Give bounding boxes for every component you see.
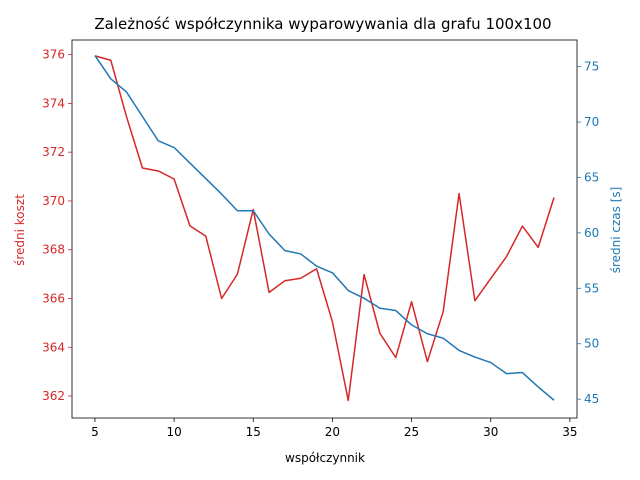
- plot-area: [71, 39, 578, 419]
- left-axis: 362 364 366 368 370 372 374 376: [42, 48, 72, 403]
- y-left-tick-label: 368: [42, 243, 65, 257]
- plot-frame: [71, 39, 578, 419]
- y-right-tick-label: 65: [584, 170, 599, 184]
- x-axis: 5 10 15 20 25 30 35: [91, 418, 578, 439]
- y-right-tick-label: 70: [584, 115, 599, 129]
- x-axis-label: współczynnik: [285, 451, 365, 465]
- chart-title: Zależność współczynnika wyparowywania dl…: [94, 15, 551, 33]
- y-left-tick-label: 362: [42, 389, 65, 403]
- y-right-tick-label: 45: [584, 392, 599, 406]
- y-right-tick-label: 55: [584, 281, 599, 295]
- y-left-tick-label: 372: [42, 145, 65, 159]
- x-tick-label: 25: [404, 425, 419, 439]
- y-right-tick-label: 60: [584, 226, 599, 240]
- y-left-tick-label: 370: [42, 194, 65, 208]
- series-line-time: [94, 55, 555, 401]
- y-right-tick-label: 50: [584, 337, 599, 351]
- x-tick-label: 20: [325, 425, 340, 439]
- x-tick-label: 10: [166, 425, 181, 439]
- series-line-cost: [94, 55, 555, 402]
- y-right-tick-label: 75: [584, 60, 599, 74]
- y-left-tick-label: 364: [42, 340, 65, 354]
- series-lines: [94, 55, 555, 402]
- y-axis-right-label: średni czas [s]: [609, 187, 623, 274]
- right-axis: 45 50 55 60 65 70 75: [577, 60, 599, 406]
- x-tick-label: 30: [483, 425, 498, 439]
- y-left-tick-label: 374: [42, 96, 65, 110]
- x-tick-label: 35: [562, 425, 577, 439]
- x-tick-label: 15: [246, 425, 261, 439]
- y-left-tick-label: 366: [42, 292, 65, 306]
- y-axis-left-label: średni koszt: [13, 194, 27, 266]
- y-left-tick-label: 376: [42, 48, 65, 62]
- x-tick-label: 5: [91, 425, 99, 439]
